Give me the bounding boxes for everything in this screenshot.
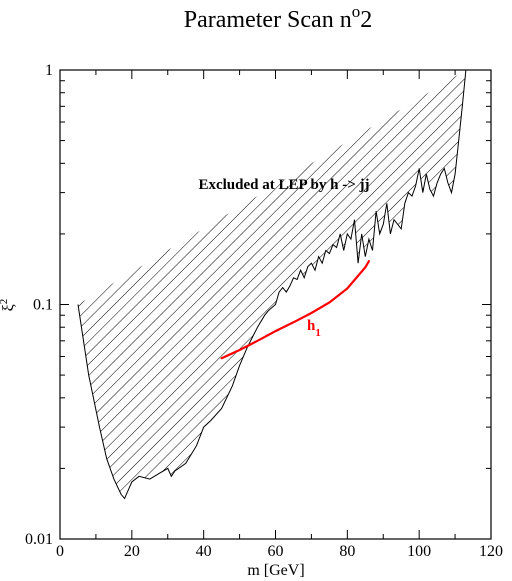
- x-tick-label: 0: [56, 543, 64, 560]
- y-axis-title: ξ2: [0, 299, 17, 312]
- chart-title-superscript: o: [352, 2, 361, 21]
- y-tick-label: 1: [45, 62, 53, 79]
- series-line-0: [220, 260, 370, 360]
- chart-title-suffix: 2: [360, 7, 372, 33]
- x-tick-label: 120: [479, 543, 503, 560]
- chart-title: Parameter Scan no2: [184, 2, 372, 33]
- chart-title-text: Parameter Scan n: [184, 7, 352, 33]
- series-group: [220, 260, 370, 360]
- excluded-region-label: Excluded at LEP by h -> jj: [198, 177, 369, 193]
- x-tick-label: 80: [339, 543, 355, 560]
- excluded-region-group: [77, 70, 467, 500]
- y-axis-title-text: ξ: [0, 304, 17, 311]
- x-axis-title: m [GeV]: [247, 562, 304, 579]
- series-label-h1: h1: [307, 318, 321, 339]
- x-tick-label: 60: [268, 543, 284, 560]
- y-tick-label: 0.01: [25, 531, 53, 548]
- x-tick-label: 40: [196, 543, 212, 560]
- x-tick-label: 100: [407, 543, 431, 560]
- series-label-subscript: 1: [315, 327, 321, 339]
- y-tick-label: 0.1: [33, 297, 53, 314]
- axes: 0 20 40 60 80 100 120 0.01 0.1 1: [25, 62, 503, 560]
- x-tick-label: 20: [124, 543, 140, 560]
- excluded-region-fill: [78, 70, 466, 499]
- excluded-region-boundary: [77, 70, 467, 500]
- y-axis-title-superscript: 2: [0, 299, 10, 305]
- series-label-name: h: [307, 318, 316, 334]
